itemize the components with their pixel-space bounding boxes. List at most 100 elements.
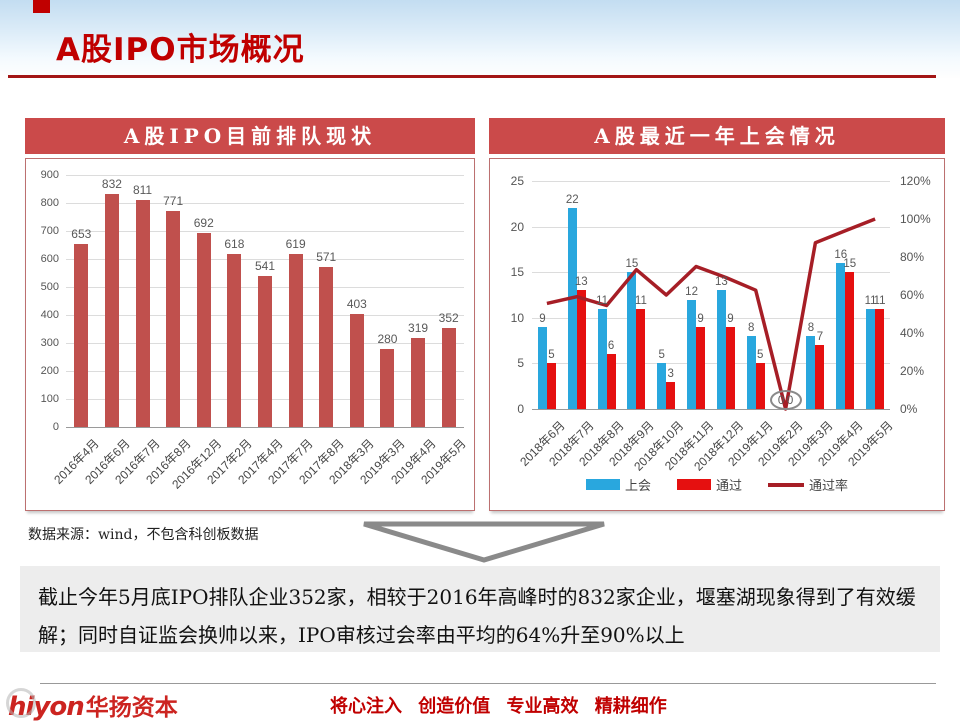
y-tick-label: 600 xyxy=(40,253,59,265)
legend-item-bar: 通过 xyxy=(676,475,742,494)
left-axis-label: 0 xyxy=(517,402,524,416)
queue-bar xyxy=(196,233,211,427)
bar-value-label: 618 xyxy=(224,236,245,251)
bar-value-label: 403 xyxy=(346,297,367,312)
y-tick-label: 300 xyxy=(40,337,59,349)
y-tick-label: 200 xyxy=(40,365,59,377)
meeting-value-label: 11 xyxy=(596,294,609,307)
meeting-value-label: 12 xyxy=(685,285,698,298)
queue-chart-panel: A股IPO目前排队现状 0 100 200 300 400 500 600 700 800 900… xyxy=(25,118,475,511)
bar-value-label: 653 xyxy=(71,227,92,242)
bar-value-label: 832 xyxy=(101,177,122,192)
queue-bar xyxy=(258,275,272,427)
left-axis-label: 10 xyxy=(510,310,524,325)
bar-value-label: 280 xyxy=(377,331,398,346)
meeting-bar xyxy=(746,336,756,409)
left-axis-label: 5 xyxy=(517,356,524,371)
queue-bar xyxy=(104,194,119,427)
meeting-bar xyxy=(537,326,547,409)
header-band: A股IPO市场概况 xyxy=(0,0,960,78)
meeting-bar xyxy=(627,272,637,409)
company-logo: hiyon华扬资本 xyxy=(6,688,178,722)
pass-value-label: 9 xyxy=(697,312,704,325)
pass-bar xyxy=(606,354,616,409)
gridline xyxy=(66,203,464,204)
meeting-value-label: 5 xyxy=(658,349,665,362)
pass-value-label: 7 xyxy=(816,331,824,344)
legend-swatch-icon xyxy=(676,479,711,490)
meeting-value-label: 15 xyxy=(625,258,639,271)
meeting-bar xyxy=(687,299,697,409)
queue-bar xyxy=(166,211,181,427)
bar-value-label: 811 xyxy=(132,182,153,197)
meeting-bar xyxy=(597,308,607,409)
bar-value-label: 692 xyxy=(193,216,214,231)
pass-bar xyxy=(576,290,586,409)
gridline xyxy=(66,175,464,176)
meeting-value-label: 8 xyxy=(748,322,755,335)
data-source-note: 数据来源：wind，不包含科创板数据 xyxy=(28,527,259,543)
logo-text-cn: 华扬资本 xyxy=(85,695,178,721)
left-axis-label: 25 xyxy=(510,174,524,188)
right-axis-label: 80% xyxy=(900,250,925,264)
queue-bar xyxy=(227,253,242,427)
queue-bar xyxy=(441,328,456,427)
right-axis-label: 0% xyxy=(900,402,918,416)
y-tick-label: 900 xyxy=(40,169,59,181)
meeting-chart-panel: A股最近一年上会情况 0 5 10 15 20 25 0% 20% 40% 60% 80% 100% 1… xyxy=(489,118,945,511)
pass-value-label: 3 xyxy=(667,367,674,380)
y-tick-label: 800 xyxy=(40,197,59,209)
gridline xyxy=(532,363,890,365)
y-tick-label: 400 xyxy=(40,309,59,321)
queue-chart-title: A股IPO目前排队现状 xyxy=(25,118,475,154)
pass-value-label: 11 xyxy=(873,294,886,307)
meeting-value-label: 9 xyxy=(539,312,546,325)
queue-bar xyxy=(74,244,89,427)
footer-divider xyxy=(40,683,936,684)
pass-value-label: 5 xyxy=(548,349,555,362)
pass-value-label: 11 xyxy=(634,294,647,307)
gridline xyxy=(66,259,464,260)
right-axis-label: 40% xyxy=(900,326,925,340)
pass-bar xyxy=(875,308,885,409)
queue-bar xyxy=(411,337,426,427)
down-arrow-icon xyxy=(363,521,605,563)
pass-value-label: 5 xyxy=(757,349,764,362)
meeting-value-label: 8 xyxy=(807,322,815,335)
gridline xyxy=(532,317,890,319)
meeting-bar xyxy=(836,263,846,409)
meeting-value-label: 11 xyxy=(864,294,877,307)
meeting-value-label: 16 xyxy=(834,249,848,262)
queue-bar xyxy=(380,348,395,427)
y-tick-label: 700 xyxy=(40,225,59,237)
legend-label: 通过率 xyxy=(809,479,849,494)
corner-accent-square xyxy=(33,0,50,13)
summary-box: 截止今年5月底IPO排队企业352家，相较于2016年高峰时的832家企业，堰塞… xyxy=(20,566,940,652)
queue-bar xyxy=(319,267,334,427)
header-divider xyxy=(8,75,936,78)
queue-bar xyxy=(288,253,303,427)
bar-value-label: 319 xyxy=(408,320,429,335)
pass-bar xyxy=(845,272,855,409)
left-axis-label: 20 xyxy=(510,219,524,234)
bar-value-label: 541 xyxy=(254,258,276,273)
watermark-icon xyxy=(6,688,36,718)
footer-slogan: 将心注入 创造价值 专业高效 精耕细作 xyxy=(330,696,667,717)
bar-value-label: 352 xyxy=(438,311,459,326)
right-axis-label: 60% xyxy=(900,288,925,302)
pass-bar xyxy=(666,381,676,409)
right-axis-label: 120% xyxy=(900,174,931,188)
gridline xyxy=(532,226,890,228)
y-tick-label: 500 xyxy=(40,281,59,293)
legend-swatch-icon xyxy=(768,482,804,487)
legend-label: 通过 xyxy=(715,479,742,494)
legend-label: 上会 xyxy=(624,479,651,494)
bar-value-label: 771 xyxy=(163,194,184,209)
y-tick-label: 0 xyxy=(52,421,59,433)
meeting-value-label: 13 xyxy=(715,276,728,289)
legend-item-bar: 上会 xyxy=(585,475,651,494)
meeting-bar xyxy=(806,336,816,409)
summary-text: 截止今年5月底IPO排队企业352家，相较于2016年高峰时的832家企业，堰塞… xyxy=(38,585,916,647)
x-axis-line xyxy=(66,427,464,428)
pass-value-label: 15 xyxy=(843,258,857,271)
